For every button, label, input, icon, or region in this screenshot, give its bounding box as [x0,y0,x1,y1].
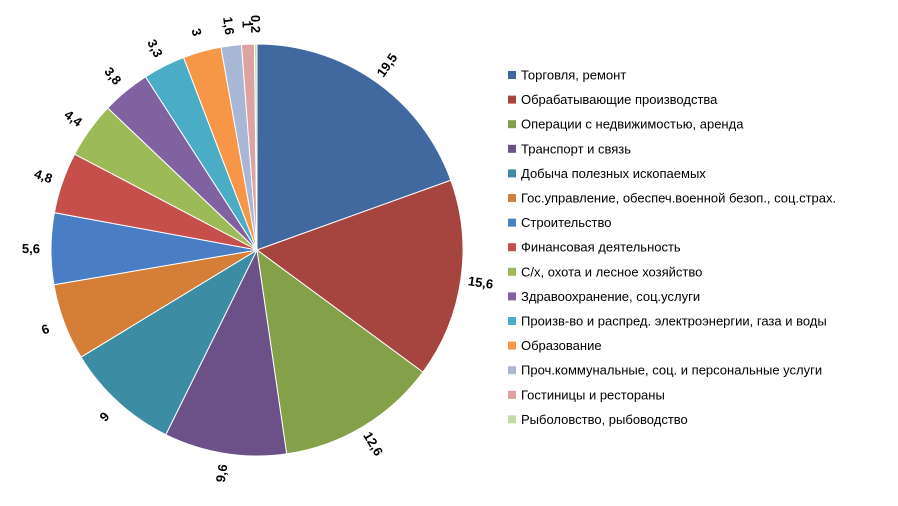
data-label: 0,2 [248,15,263,33]
data-label: 4,4 [62,107,86,130]
legend-label: Гостиницы и рестораны [521,387,665,402]
legend-label: Рыболовство, рыбоводство [521,412,688,427]
legend-label: Операции с недвижимостью, аренда [521,117,744,132]
pie-slice [256,43,452,251]
legend-swatch [508,415,516,424]
legend-label: Добыча полезных ископаемых [521,166,706,181]
legend-swatch [508,120,516,129]
data-label: 9 [96,409,112,424]
data-label: 12,6 [360,429,386,458]
pie-slice [255,179,464,373]
data-label: 3,3 [144,37,166,60]
legend-label: Транспорт и связь [521,141,631,156]
legend-swatch [508,341,516,350]
legend-label: Произв-во и распред. электроэнергии, газ… [521,314,827,329]
data-label: 3 [188,27,204,38]
data-label: 3,8 [101,64,124,87]
pie-slice [80,248,259,436]
legend-swatch [508,95,516,104]
legend-label: Обрабатывающие производства [521,92,718,107]
legend-label: Торговля, ремонт [521,68,626,83]
legend-swatch [508,144,516,153]
data-label: 1 [239,20,254,28]
pie-slice [256,248,424,455]
legend-label: Строительство [521,215,611,230]
legend-swatch [508,366,516,375]
data-label: 6 [39,321,51,338]
legend-label: Гос.управление, обеспеч.военной безоп., … [521,191,836,206]
legend-label: Проч.коммунальные, соц. и персональные у… [521,363,822,378]
pie-slice [165,248,288,457]
pie-slice [253,43,258,251]
data-label: 4,8 [32,166,54,186]
legend-swatch [508,218,516,227]
legend-swatch [508,169,516,178]
legend-swatch [508,390,516,399]
data-label: 5,6 [22,241,40,256]
legend: Торговля, ремонт Обрабатывающие производс… [508,68,836,427]
pie-slices [50,43,464,457]
legend-swatch [508,317,516,325]
data-label: 15,6 [467,273,494,291]
legend-label: Здравоохранение, соц.услуги [521,289,700,304]
legend-swatch [508,71,516,79]
legend-swatch [508,243,516,252]
data-label: 1,6 [220,16,237,36]
legend-swatch [508,194,516,202]
data-label: 9,6 [213,463,231,483]
legend-label: С/х, охота и лесное хозяйство [521,264,702,279]
legend-label: Образование [521,338,602,353]
legend-swatch [508,292,516,301]
data-label: 19,5 [374,50,401,79]
legend-label: Финансовая деятельность [521,240,681,255]
legend-swatch [508,267,516,276]
